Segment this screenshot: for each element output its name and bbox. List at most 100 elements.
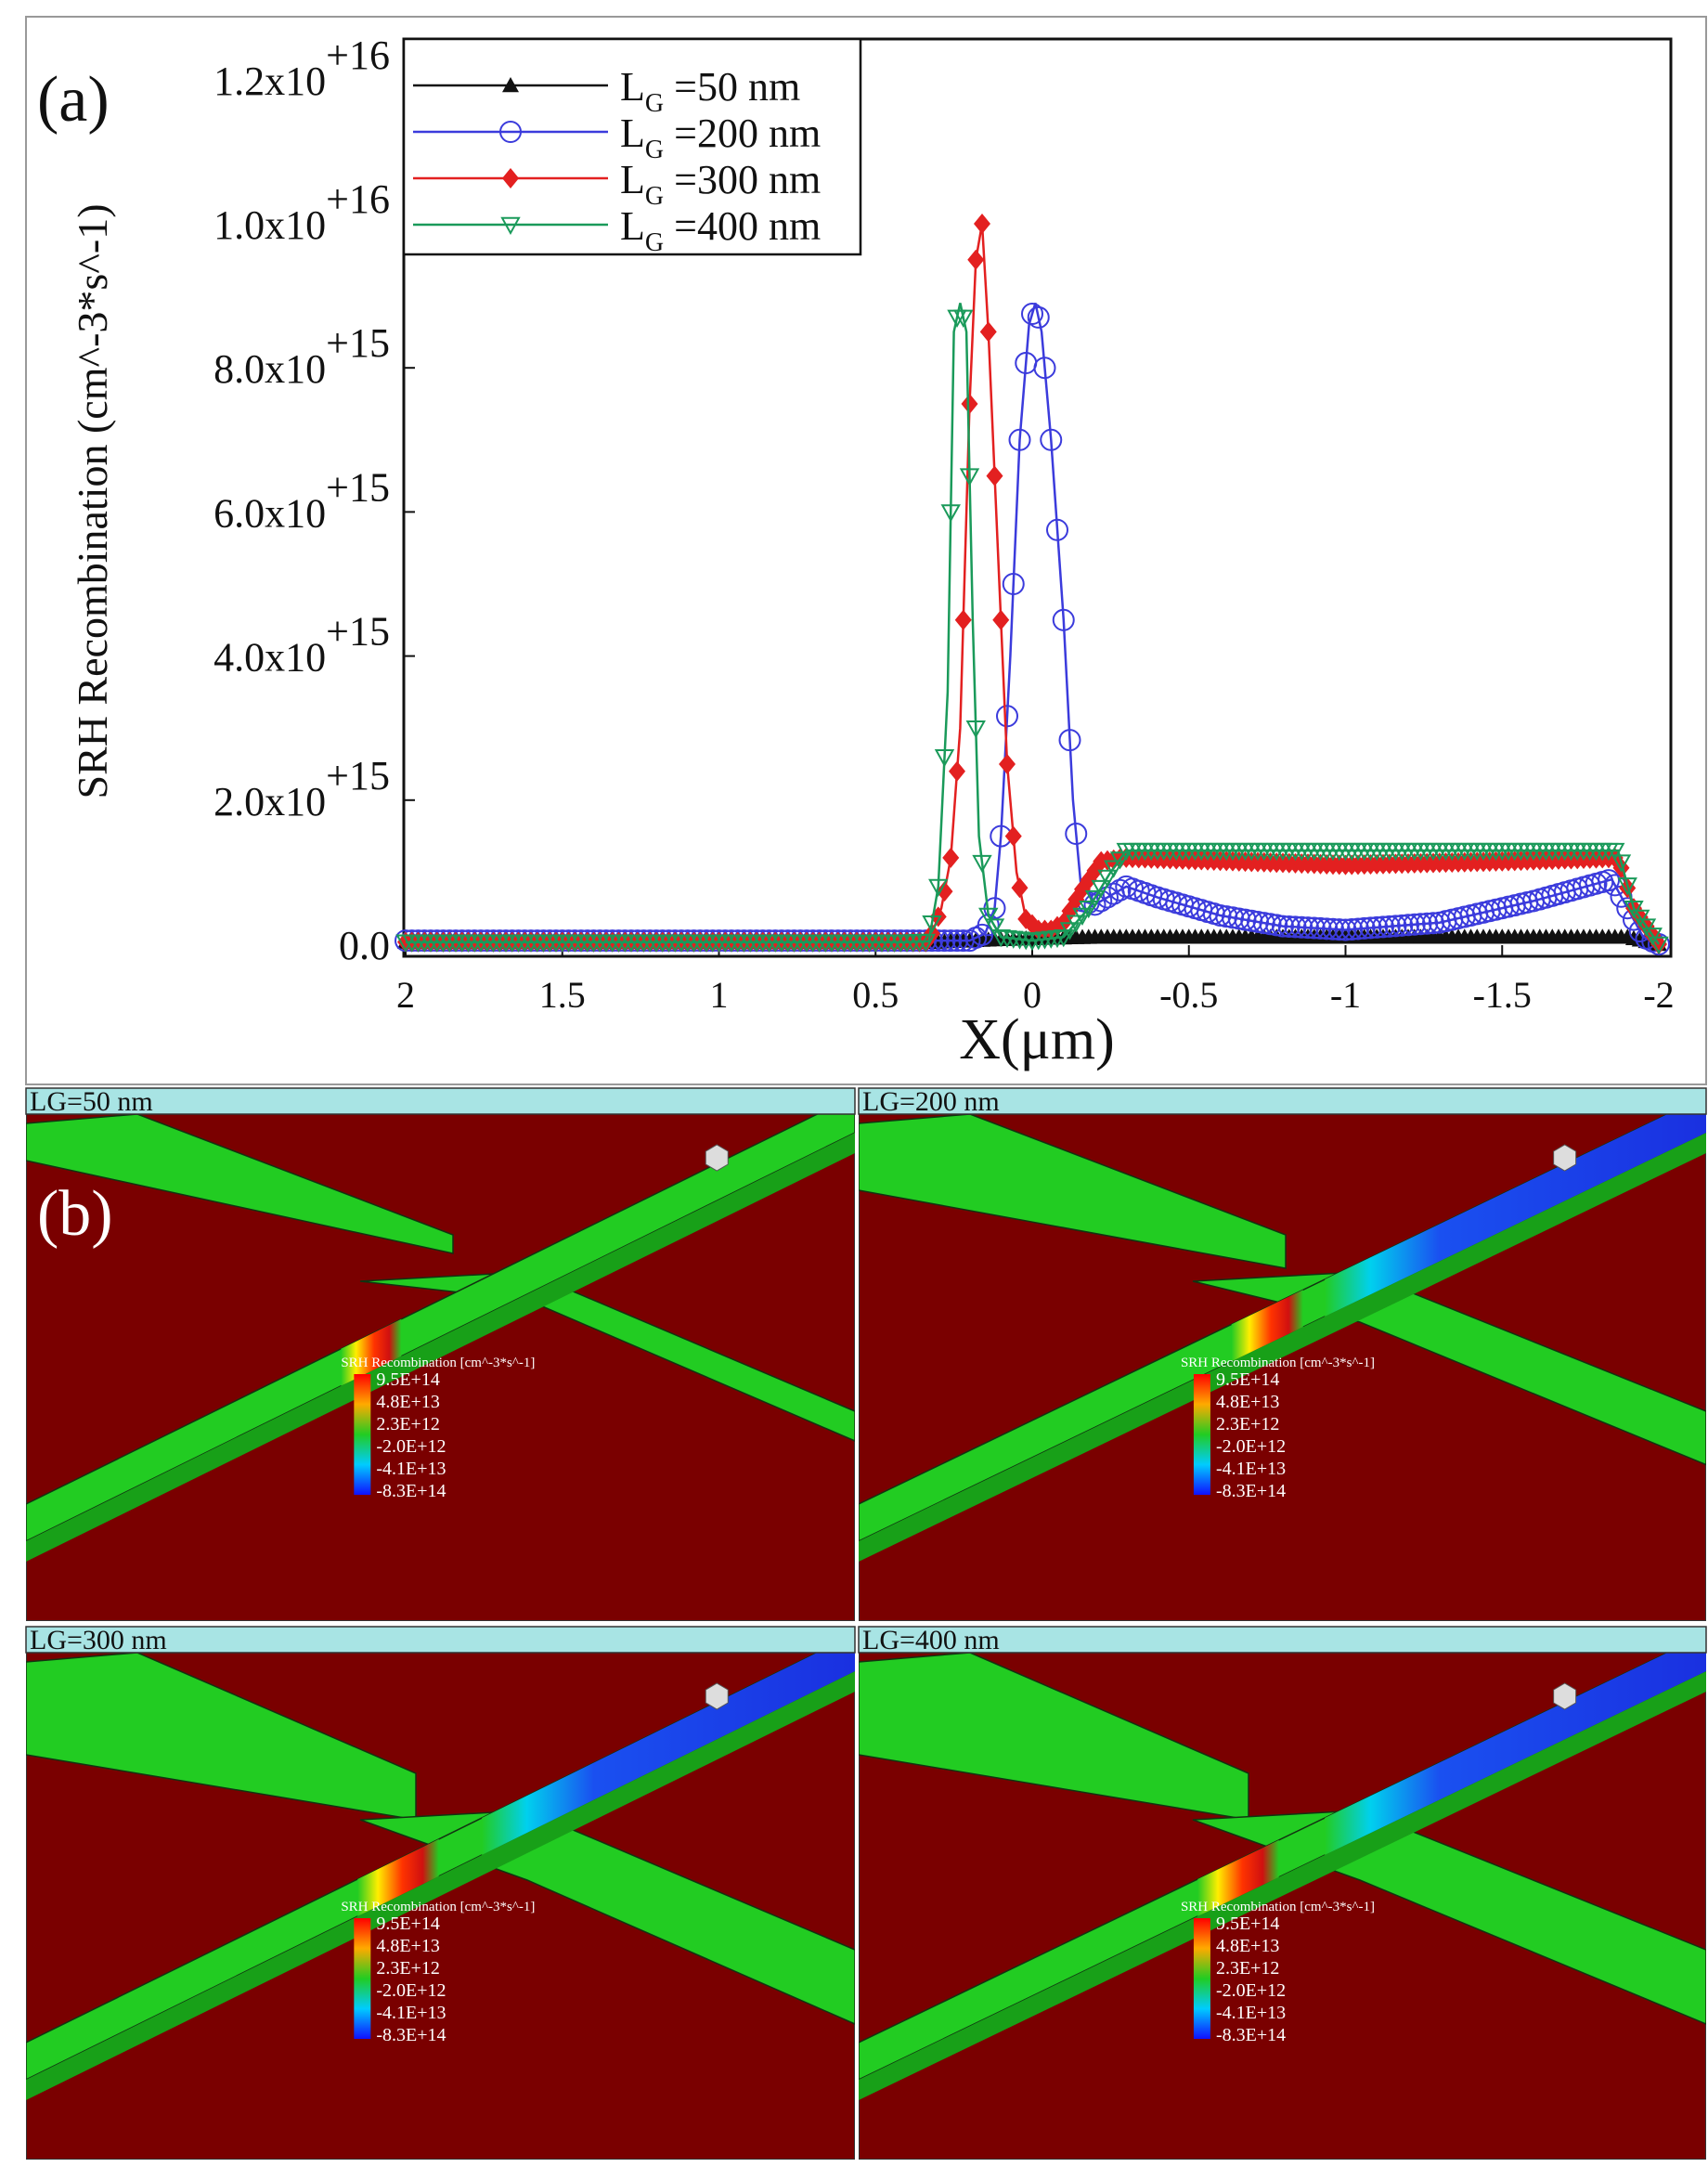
data-point xyxy=(961,394,978,414)
colorbar-label: 9.5E+14 xyxy=(376,1369,440,1390)
data-point xyxy=(1083,893,1106,916)
data-point xyxy=(1347,917,1369,941)
srh-line-chart: (a) 0.0 2.0x10+15 4.0x10+15 6.0x10+15 8.0x10… xyxy=(25,16,1707,1085)
channel xyxy=(26,1633,855,2081)
colorbar-label: -2.0E+12 xyxy=(376,1980,446,2001)
gate-right xyxy=(359,1271,855,1442)
data-point xyxy=(1302,916,1326,940)
panel-a-label: (a) xyxy=(37,64,110,136)
data-point xyxy=(986,465,1003,487)
data-point xyxy=(1297,916,1319,940)
gate-right xyxy=(1192,1810,1706,2025)
channel xyxy=(26,1095,855,1542)
data-point xyxy=(1309,916,1332,940)
colorbar-label: -8.3E+14 xyxy=(376,1481,446,1501)
colorbar-label: 9.5E+14 xyxy=(1216,1914,1280,1934)
data-point xyxy=(1624,901,1644,919)
data-point xyxy=(1391,914,1414,937)
data-point xyxy=(999,754,1016,774)
data-point xyxy=(1284,915,1307,939)
data-point xyxy=(1359,916,1382,940)
colorbar-gradient xyxy=(1193,1918,1210,2039)
data-point xyxy=(979,321,997,343)
data-point xyxy=(1084,889,1106,909)
colorbar-label: 9.5E+14 xyxy=(1216,1369,1280,1390)
data-point xyxy=(940,504,961,523)
data-point xyxy=(1327,918,1351,941)
series-layer xyxy=(395,214,1670,955)
data-point xyxy=(1059,922,1080,941)
legend-item: LG =50 nm xyxy=(413,64,800,118)
y-tick-label: 4.0x10+15 xyxy=(214,609,390,681)
data-point xyxy=(959,468,980,487)
data-point xyxy=(1052,608,1075,631)
recombination-hotspot xyxy=(357,1838,439,1916)
legend-item: LG =200 nm xyxy=(413,110,821,164)
data-point xyxy=(1008,428,1031,451)
channel-side xyxy=(859,1671,1706,2100)
drain-depletion xyxy=(1325,1096,1706,1317)
plot-area xyxy=(402,37,1673,958)
colorbar-gradient xyxy=(354,1374,371,1495)
colorbar-label: -8.3E+14 xyxy=(1216,2025,1286,2045)
data-point xyxy=(1315,917,1339,941)
data-point xyxy=(992,609,1010,630)
colorbar: SRH Recombination [cm^-3*s^-1]9.5E+144.8… xyxy=(341,1356,535,1501)
colorbar-label: -8.3E+14 xyxy=(376,2025,446,2045)
channel-side xyxy=(859,1133,1706,1562)
colorbar-label: 4.8E+13 xyxy=(376,1392,440,1412)
data-point xyxy=(1033,357,1056,380)
colorbar-label: -2.0E+12 xyxy=(1216,1980,1286,2001)
panel-title-bar xyxy=(858,1087,1707,1115)
data-point xyxy=(949,760,965,782)
data-point xyxy=(1011,877,1029,899)
axis-cube-icon xyxy=(705,1682,729,1710)
x-tick-label: -1.5 xyxy=(1473,974,1532,1016)
colorbar: SRH Recombination [cm^-3*s^-1]9.5E+144.8… xyxy=(1181,1356,1375,1501)
x-tick-label: 2 xyxy=(396,974,415,1016)
channel xyxy=(859,1633,1706,2081)
data-point xyxy=(996,705,1018,728)
y-tick-label: 8.0x10+15 xyxy=(214,320,390,392)
data-point xyxy=(1046,518,1068,541)
legend-marker xyxy=(502,77,519,93)
colorbar-title: SRH Recombination [cm^-3*s^-1] xyxy=(341,1356,535,1370)
x-tick-label: 0 xyxy=(1023,974,1042,1016)
recombination-hotspot xyxy=(1231,1290,1303,1362)
device-panel-300: LG=300 nm SRH Recombination [cm^-3*s^-1]9… xyxy=(25,1625,856,2160)
data-point xyxy=(1097,869,1118,889)
gate-right xyxy=(1192,1271,1706,1466)
data-point xyxy=(934,749,955,768)
data-point xyxy=(1397,914,1419,937)
gate-left xyxy=(26,1652,417,1821)
panel-title: LG=400 nm xyxy=(862,1625,1000,1655)
legend-marker xyxy=(500,216,521,236)
x-axis-label: X(μm) xyxy=(959,1008,1115,1071)
y-tick-label: 1.0x10+16 xyxy=(214,176,390,248)
colorbar-label: 2.3E+12 xyxy=(1216,1958,1280,1979)
data-point xyxy=(1649,936,1669,955)
data-point xyxy=(1372,915,1394,939)
data-point xyxy=(936,881,953,902)
data-point xyxy=(1021,303,1043,325)
data-point xyxy=(1422,912,1444,935)
series-line xyxy=(406,303,1661,945)
colorbar-label: 4.8E+13 xyxy=(1216,1392,1280,1412)
colorbar-label: 2.3E+12 xyxy=(1216,1414,1280,1434)
data-point xyxy=(915,933,936,953)
data-point xyxy=(1104,860,1124,878)
data-point xyxy=(1352,916,1376,940)
gate-left xyxy=(859,1652,1249,1821)
data-point xyxy=(972,854,992,874)
data-point xyxy=(953,309,974,328)
axis-cube-icon xyxy=(1553,1144,1577,1172)
legend-item: LG =300 nm xyxy=(413,157,821,211)
y-axis: 0.0 2.0x10+15 4.0x10+15 6.0x10+15 8.0x10+15 1… xyxy=(214,32,415,968)
data-point xyxy=(974,214,990,234)
data-point xyxy=(1384,915,1407,938)
channel-side xyxy=(26,1133,855,1562)
colorbar-label: -4.1E+13 xyxy=(376,2003,446,2023)
data-point xyxy=(1108,878,1132,902)
panel-title: LG=200 nm xyxy=(862,1086,1000,1117)
